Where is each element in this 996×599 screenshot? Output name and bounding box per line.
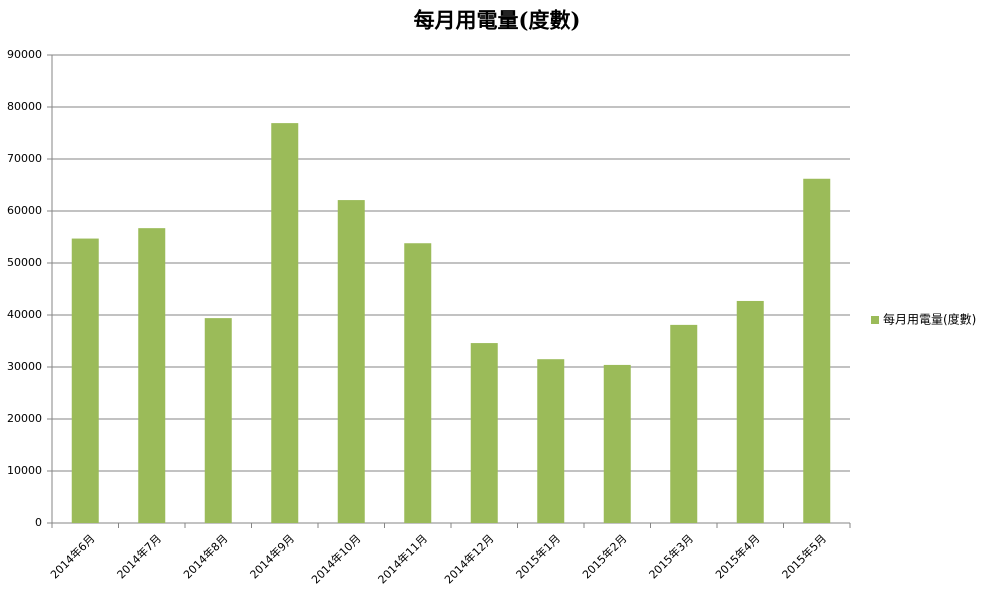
- y-tick-label: 70000: [7, 152, 42, 165]
- y-tick-label: 60000: [7, 204, 42, 217]
- bar: [670, 324, 698, 523]
- legend-swatch: [871, 316, 879, 324]
- y-tick-label: 40000: [7, 308, 42, 321]
- bar: [404, 243, 432, 524]
- bar: [537, 359, 565, 523]
- bar: [803, 178, 831, 523]
- bar: [470, 343, 498, 523]
- y-tick-label: 0: [35, 516, 42, 529]
- chart-title: 每月用電量(度數): [414, 8, 581, 33]
- legend-label: 每月用電量(度數): [883, 312, 976, 327]
- y-tick-label: 90000: [7, 48, 42, 61]
- bar: [204, 318, 232, 523]
- y-tick-label: 10000: [7, 464, 42, 477]
- bar: [71, 238, 99, 523]
- y-tick-label: 30000: [7, 360, 42, 373]
- bar: [271, 123, 299, 524]
- y-tick-label: 80000: [7, 100, 42, 113]
- y-tick-label: 50000: [7, 256, 42, 269]
- bar: [337, 200, 365, 523]
- y-tick-label: 20000: [7, 412, 42, 425]
- bar: [138, 228, 166, 523]
- bar: [603, 364, 631, 523]
- bar: [736, 300, 764, 523]
